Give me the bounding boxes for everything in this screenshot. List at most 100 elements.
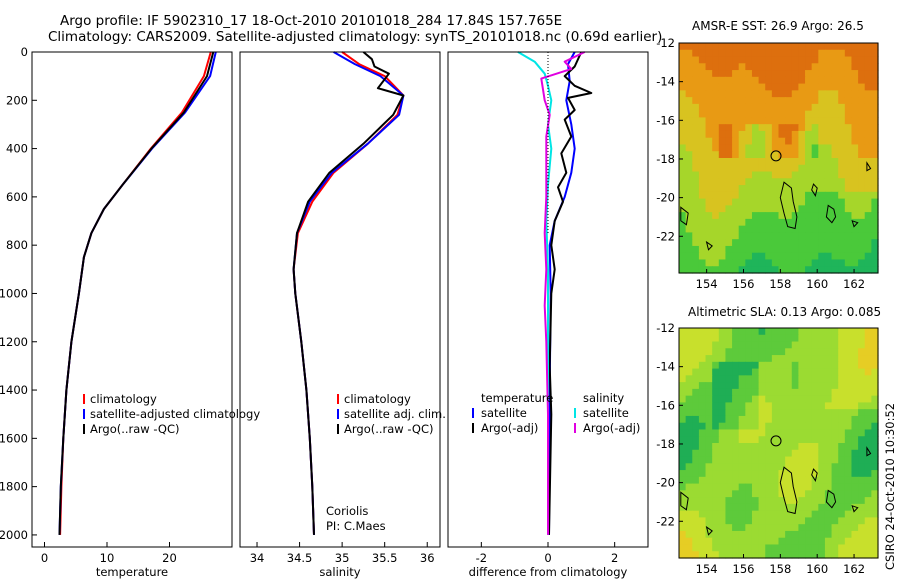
sst-map-cell bbox=[745, 137, 753, 146]
sst-map-cell bbox=[818, 130, 826, 139]
sst-map-cell bbox=[831, 191, 839, 200]
sst-map-cell bbox=[785, 97, 793, 105]
sst-map-cell bbox=[758, 97, 766, 105]
sla-map-cell bbox=[692, 328, 700, 336]
sst-map-cell bbox=[732, 56, 740, 64]
sla-map-cell bbox=[811, 551, 819, 559]
sla-map-cell bbox=[725, 409, 733, 417]
sla-map-cell bbox=[692, 368, 700, 376]
sst-map-cell bbox=[738, 124, 746, 132]
sst-map-cell bbox=[858, 245, 866, 254]
sla-map-cell bbox=[838, 328, 846, 336]
sla-map-cell bbox=[751, 463, 760, 471]
sst-map-cell bbox=[805, 70, 813, 78]
sla-map-cell bbox=[818, 388, 826, 397]
sla-map-cell bbox=[732, 544, 740, 552]
sst-map-cell bbox=[765, 239, 773, 247]
sst-map-cell bbox=[844, 171, 853, 179]
sla-map-cell bbox=[824, 544, 833, 552]
sla-map-cell bbox=[864, 402, 872, 410]
sla-map-cell bbox=[871, 530, 879, 539]
sla-map-cell bbox=[871, 483, 879, 491]
sst-map-cell bbox=[844, 110, 853, 119]
sla-map-cell bbox=[698, 463, 707, 471]
sla-map-cell bbox=[811, 490, 819, 498]
sla-map-cell bbox=[864, 530, 872, 539]
sla-map-cell bbox=[751, 483, 760, 491]
sla-map-cell bbox=[785, 429, 793, 437]
sst-map-cell bbox=[685, 56, 693, 64]
sst-map-cell bbox=[738, 97, 746, 105]
sla-map-cell bbox=[831, 402, 839, 410]
sla-map-cell bbox=[692, 510, 700, 519]
sst-map-cell bbox=[732, 191, 740, 200]
sla-map-cell bbox=[685, 375, 693, 383]
sla-map-cell bbox=[765, 490, 773, 498]
sst-map-cell bbox=[758, 103, 766, 112]
sla-map-cell bbox=[698, 361, 707, 370]
sst-map-cell bbox=[765, 49, 773, 58]
sla-map-cell bbox=[718, 382, 727, 390]
sla-map-cell bbox=[851, 503, 859, 512]
coastline-4 bbox=[705, 240, 713, 251]
sla-map-cell bbox=[705, 456, 713, 464]
sla-map-cell bbox=[712, 334, 720, 343]
sla-map-cell bbox=[844, 409, 853, 417]
sst-map-cell bbox=[698, 56, 707, 64]
temperature-xtick-label-2: 20 bbox=[162, 551, 177, 565]
sst-map-cell bbox=[824, 110, 833, 119]
sla-map-cell bbox=[818, 443, 826, 451]
sla-map-cell bbox=[698, 470, 707, 478]
sla-map-cell bbox=[751, 415, 760, 424]
sst-map-cell bbox=[738, 70, 746, 78]
sst-map-cell bbox=[778, 164, 786, 173]
sst-map-cell bbox=[751, 83, 760, 91]
sla-map-cell bbox=[838, 510, 846, 519]
sla-map-cell bbox=[864, 436, 872, 444]
sla-map-cell bbox=[851, 402, 859, 410]
sst-map-cell bbox=[811, 43, 819, 51]
sla-map-cell bbox=[765, 395, 773, 404]
sst-map-cell bbox=[765, 171, 773, 179]
sla-map-cell bbox=[838, 537, 846, 546]
sla-map-panel: 154 156 158 160 162-12-14-16-18-20-22 bbox=[656, 321, 879, 576]
sla-map-cell bbox=[778, 334, 786, 343]
sst-map-cell bbox=[798, 130, 806, 139]
sst-map-cell bbox=[805, 151, 813, 159]
sst-map-cell bbox=[732, 137, 740, 146]
sla-map-cell bbox=[745, 436, 753, 444]
sst-map-cell bbox=[798, 124, 806, 132]
sst-map-cell bbox=[705, 56, 713, 64]
sst-map-cell bbox=[718, 198, 727, 206]
sst-map-cell bbox=[824, 137, 833, 146]
sla-map-cell bbox=[805, 497, 813, 505]
sst-map-cell bbox=[791, 43, 799, 51]
sla-map-cell bbox=[698, 503, 707, 512]
sst-map-cell bbox=[745, 97, 753, 105]
sla-map-cell bbox=[692, 524, 700, 532]
sla-map-cell bbox=[824, 402, 833, 410]
sla-map-cell bbox=[725, 361, 733, 370]
sla-map-cell bbox=[851, 328, 859, 336]
sla-map-cell bbox=[698, 355, 707, 363]
coastline-2 bbox=[811, 468, 818, 482]
sst-map-cell bbox=[778, 158, 786, 166]
sla-map-cell bbox=[851, 395, 859, 404]
sla-map-cell bbox=[818, 402, 826, 410]
sst-map-cell bbox=[705, 185, 713, 193]
sla-map-cell bbox=[871, 490, 879, 498]
sst-map-cell bbox=[811, 171, 819, 179]
sla-map-cell bbox=[871, 415, 879, 424]
credit-label: CSIRO 24-Oct-2010 10:30:52 bbox=[883, 402, 897, 570]
sla-map-cell bbox=[692, 517, 700, 525]
sst-map-cell bbox=[725, 259, 733, 267]
sla-map-cell bbox=[758, 382, 766, 390]
sla-map-cell bbox=[765, 517, 773, 525]
sst-map-cell bbox=[712, 218, 720, 227]
sst-map-cell bbox=[785, 103, 793, 112]
sst-map-cell bbox=[692, 70, 700, 78]
sst-map-cell bbox=[824, 144, 833, 152]
sla-map-cell bbox=[718, 524, 727, 532]
sla-map-cell bbox=[698, 348, 707, 356]
sst-map-cell bbox=[738, 76, 746, 85]
